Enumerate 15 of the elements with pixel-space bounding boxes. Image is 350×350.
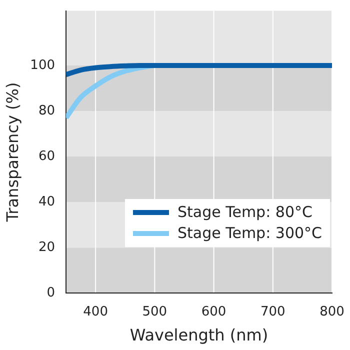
y-tick-label: 80 <box>38 103 56 118</box>
x-tick-label: 500 <box>142 304 168 320</box>
x-tick-label: 600 <box>201 304 226 320</box>
y-tick-label: 40 <box>38 194 56 210</box>
legend-label: Stage Temp: 300°C <box>177 223 322 244</box>
legend-label: Stage Temp: 80°C <box>177 202 312 224</box>
y-axis-title: Transparency (%) <box>2 82 22 223</box>
x-tick-label: 700 <box>260 304 286 320</box>
x-tick-label: 400 <box>83 304 108 320</box>
y-tick-label: 100 <box>30 58 56 73</box>
y-tick-label: 20 <box>38 240 56 256</box>
y-tick-label: 60 <box>38 148 56 164</box>
x-tick-label: 800 <box>320 304 344 320</box>
x-axis-title: Wavelength (nm) <box>130 326 268 345</box>
y-tick-label: 0 <box>46 286 56 301</box>
